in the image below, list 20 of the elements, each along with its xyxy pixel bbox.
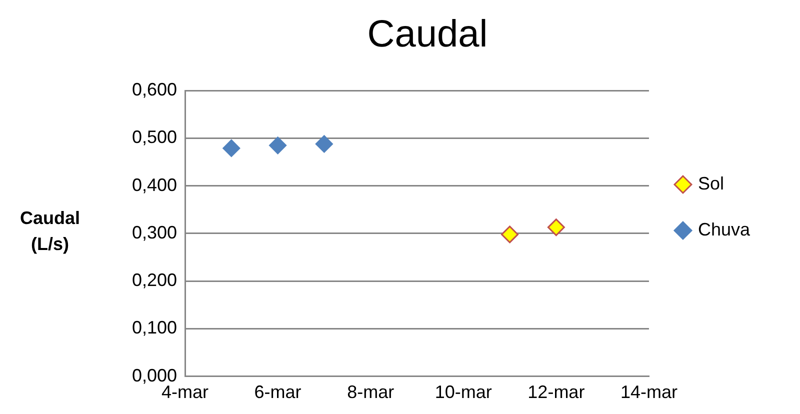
point xyxy=(315,135,333,153)
x-tick-label: 10-mar xyxy=(434,382,492,402)
point xyxy=(547,218,565,236)
x-tick-label: 12-mar xyxy=(528,382,585,402)
y-tick-label: 0,100 xyxy=(132,318,177,338)
point xyxy=(222,139,240,157)
y-tick-label: 0,200 xyxy=(132,270,177,290)
y-tick-label: 0,300 xyxy=(132,222,177,242)
y-tick-label: 0,500 xyxy=(132,127,177,148)
y-axis-title: Caudal (L/s) xyxy=(18,207,81,256)
x-tick-label: 14-mar xyxy=(620,382,678,402)
y-tick-label: 0,400 xyxy=(132,174,177,195)
y-tick-label: 0,600 xyxy=(132,80,177,100)
chart-title: Caudal xyxy=(367,13,488,56)
legend-label: Chuva xyxy=(698,219,751,240)
legend-label: Sol xyxy=(698,173,724,194)
point xyxy=(269,136,287,154)
x-tick-label: 8-mar xyxy=(347,382,394,402)
point xyxy=(501,226,519,244)
x-tick-label: 6-mar xyxy=(254,382,302,402)
